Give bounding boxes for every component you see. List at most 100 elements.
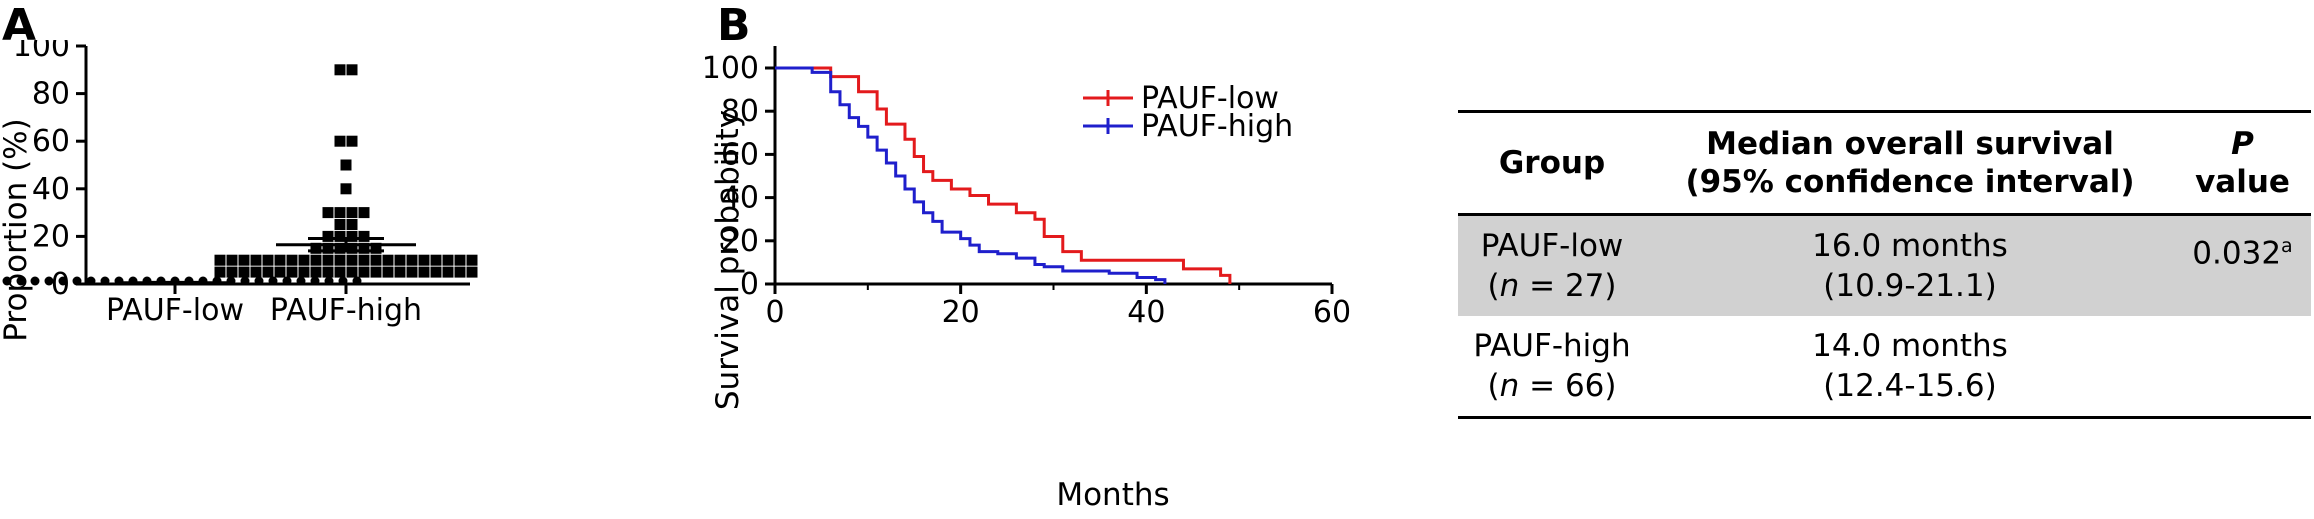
x-tick-label: 20	[942, 295, 980, 330]
x-tick-label: PAUF-high	[270, 293, 422, 328]
data-point	[274, 266, 286, 278]
data-point	[442, 266, 454, 278]
data-point	[238, 266, 250, 278]
data-point	[324, 276, 334, 286]
y-tick-label: 60	[721, 137, 759, 172]
legend-label: PAUF-high	[1141, 109, 1293, 144]
header-p-line2: value	[2195, 164, 2290, 200]
data-point	[334, 207, 346, 219]
data-point	[358, 254, 370, 266]
header-p-value: P value	[2174, 110, 2311, 216]
group-name: PAUF-high	[1473, 328, 1631, 364]
header-median: Median overall survival (95% confidence …	[1646, 110, 2174, 216]
chart-b-xlabel: Months	[1056, 477, 1169, 513]
data-point	[334, 266, 346, 278]
survival-table: Group Median overall survival (95% confi…	[1458, 110, 2311, 419]
y-tick-label: 100	[13, 40, 70, 64]
data-point	[44, 276, 54, 286]
data-point	[322, 230, 334, 242]
cell-p-value: 0.032a	[2174, 214, 2311, 316]
y-tick-label: 60	[32, 124, 70, 159]
data-point	[334, 254, 346, 266]
data-point	[346, 242, 358, 254]
data-point	[334, 230, 346, 242]
table-row: PAUF-low (n = 27) 16.0 months (10.9-21.1…	[1458, 214, 2311, 316]
chart-a-ylabel: Proportion (%)	[0, 118, 34, 341]
group-n-prefix: (	[1487, 268, 1500, 304]
data-point	[382, 266, 394, 278]
data-point	[340, 159, 352, 171]
data-point	[430, 266, 442, 278]
data-point	[370, 254, 382, 266]
data-point	[346, 135, 358, 147]
data-point	[430, 254, 442, 266]
data-point	[334, 242, 346, 254]
data-point	[298, 266, 310, 278]
group-n-prefix: (	[1487, 368, 1500, 404]
data-point	[358, 266, 370, 278]
data-point	[322, 207, 334, 219]
y-tick-label: 40	[32, 172, 70, 207]
panel-label-b: B	[717, 0, 751, 51]
data-point	[322, 254, 334, 266]
chart-b-ylabel: Survival probability	[710, 110, 746, 410]
y-tick-label: 20	[721, 224, 759, 259]
group-n-symbol: n	[1499, 368, 1520, 404]
data-point	[394, 266, 406, 278]
chart-a-points	[2, 64, 478, 286]
data-point	[262, 266, 274, 278]
data-point	[310, 266, 322, 278]
data-point	[340, 183, 352, 195]
cell-group: PAUF-high (n = 66)	[1458, 316, 1646, 419]
data-point	[250, 254, 262, 266]
data-point	[466, 254, 478, 266]
header-median-line1: Median overall survival	[1706, 126, 2114, 162]
p-value: 0.032	[2192, 235, 2282, 272]
median-ci: (12.4-15.6)	[1823, 368, 1997, 404]
header-group: Group	[1458, 110, 1646, 216]
data-point	[214, 266, 226, 278]
median-value: 14.0 months	[1812, 328, 2008, 364]
chart-b-lines	[775, 66, 1232, 284]
data-point	[250, 266, 262, 278]
data-point	[72, 276, 82, 286]
data-point	[226, 254, 238, 266]
cell-p-value	[2174, 316, 2311, 419]
data-point	[226, 266, 238, 278]
table-header-row: Group Median overall survival (95% confi…	[1458, 110, 2311, 216]
data-point	[274, 254, 286, 266]
data-point	[268, 276, 278, 286]
data-point	[454, 254, 466, 266]
data-point	[286, 266, 298, 278]
y-tick-label: 80	[32, 77, 70, 112]
data-point	[358, 207, 370, 219]
y-tick-label: 40	[721, 181, 759, 216]
data-point	[310, 276, 320, 286]
data-point	[282, 276, 292, 286]
data-point	[296, 276, 306, 286]
cell-group: PAUF-low (n = 27)	[1458, 214, 1646, 316]
data-point	[442, 254, 454, 266]
data-point	[394, 254, 406, 266]
data-point	[30, 276, 40, 286]
data-point	[382, 254, 394, 266]
survival-table-panel: Group Median overall survival (95% confi…	[1458, 110, 2314, 419]
data-point	[370, 266, 382, 278]
data-point	[286, 254, 298, 266]
data-point	[338, 276, 348, 286]
group-n-symbol: n	[1499, 268, 1520, 304]
x-tick-label: 0	[765, 295, 784, 330]
panel-label-a: A	[2, 0, 37, 51]
data-point	[86, 276, 96, 286]
data-point	[262, 254, 274, 266]
y-tick-label: 0	[740, 267, 759, 302]
data-point	[418, 266, 430, 278]
data-point	[310, 254, 322, 266]
y-tick-label: 100	[702, 51, 759, 86]
data-point	[346, 266, 358, 278]
header-p-line1: P	[2231, 126, 2254, 162]
chart-b-axes: 0 20 40 60 80 100 0 20 40 60	[702, 46, 1351, 330]
x-tick-label: 60	[1313, 295, 1351, 330]
